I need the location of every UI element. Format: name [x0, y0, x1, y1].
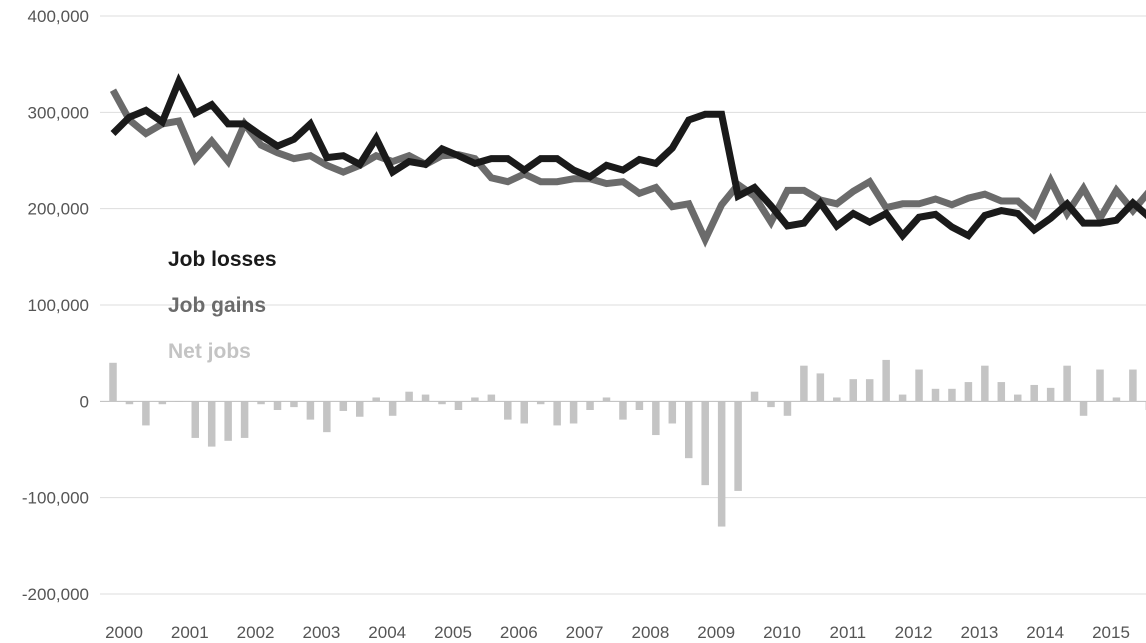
- x-tick-label: 2005: [434, 623, 472, 642]
- net-jobs-bar: [1079, 401, 1088, 416]
- net-jobs-bar: [142, 401, 150, 426]
- net-jobs-bar: [290, 401, 298, 408]
- x-tick-label: 2010: [763, 623, 801, 642]
- legend-label-job-losses: Job losses: [168, 248, 277, 271]
- net-jobs-bar: [767, 401, 775, 408]
- net-jobs-bar: [454, 401, 463, 411]
- y-tick-label: 400,000: [28, 7, 89, 26]
- net-jobs-bar: [471, 397, 479, 402]
- y-tick-label: -100,000: [22, 489, 89, 508]
- net-jobs-bar: [175, 401, 183, 402]
- y-tick-label: 300,000: [28, 103, 89, 122]
- net-jobs-bar: [652, 401, 660, 436]
- x-tick-label: 2007: [566, 623, 604, 642]
- net-jobs-bar: [339, 401, 348, 411]
- net-jobs-bar: [931, 388, 940, 402]
- net-jobs-bar: [619, 401, 627, 420]
- x-tick-label: 2001: [171, 623, 209, 642]
- x-tick-label: 2004: [368, 623, 406, 642]
- net-jobs-bar: [833, 397, 841, 402]
- legend-label-net-jobs: Net jobs: [168, 340, 251, 363]
- net-jobs-bars: [109, 359, 1146, 527]
- net-jobs-bar: [783, 401, 792, 416]
- net-jobs-bar: [240, 401, 249, 438]
- net-jobs-bar: [1046, 387, 1055, 402]
- net-jobs-bar: [536, 401, 545, 405]
- net-jobs-bar: [191, 401, 199, 438]
- x-tick-label: 2015: [1092, 623, 1130, 642]
- legend: Job losses Job gains Net jobs: [168, 248, 277, 363]
- net-jobs-bar: [405, 391, 413, 402]
- net-jobs-bar: [109, 362, 117, 402]
- net-jobs-bar: [1014, 394, 1022, 402]
- net-jobs-bar: [898, 394, 907, 402]
- net-jobs-bar: [323, 401, 331, 433]
- line-series: [109, 73, 1146, 248]
- net-jobs-bar: [487, 394, 496, 402]
- x-tick-label: 2013: [960, 623, 998, 642]
- net-jobs-bar: [602, 397, 611, 402]
- net-jobs-bar: [257, 401, 265, 405]
- net-jobs-bar: [635, 401, 644, 411]
- net-jobs-bar: [948, 388, 956, 402]
- x-axis-ticks: 2000 2001 2002 2003 2004 2005 2006 2007 2008 2009…: [105, 623, 1130, 642]
- net-jobs-bar: [553, 401, 561, 426]
- x-tick-label: 2002: [237, 623, 275, 642]
- net-jobs-bar: [668, 401, 677, 424]
- net-jobs-bar: [125, 401, 134, 405]
- x-tick-label: 2003: [302, 623, 340, 642]
- y-tick-label: -200,000: [22, 585, 89, 604]
- x-tick-label: 2009: [697, 623, 735, 642]
- x-tick-label: 2014: [1026, 623, 1064, 642]
- net-jobs-bar: [520, 401, 528, 424]
- net-jobs-bar: [981, 365, 989, 402]
- net-jobs-bar: [964, 382, 973, 402]
- x-tick-label: 2008: [631, 623, 669, 642]
- y-tick-label: 200,000: [28, 200, 89, 219]
- net-jobs-bar: [685, 401, 693, 459]
- net-jobs-bar: [372, 397, 380, 402]
- x-tick-label: 2006: [500, 623, 538, 642]
- job-gains-line: [109, 88, 1146, 248]
- net-jobs-bar: [306, 401, 315, 420]
- net-jobs-bar: [734, 401, 742, 491]
- net-jobs-bar: [569, 401, 578, 424]
- y-tick-label: 0: [80, 392, 89, 411]
- net-jobs-bar: [438, 401, 446, 405]
- net-jobs-bar: [750, 391, 759, 402]
- net-jobs-bar: [816, 373, 825, 402]
- net-jobs-bar: [1063, 365, 1071, 402]
- net-jobs-bar: [1129, 369, 1137, 402]
- net-jobs-bar: [207, 401, 216, 447]
- net-jobs-bar: [356, 401, 364, 417]
- net-jobs-bar: [1030, 384, 1038, 402]
- net-jobs-bar: [586, 401, 594, 411]
- net-jobs-bar: [273, 401, 282, 411]
- x-tick-label: 2011: [830, 623, 867, 642]
- net-jobs-bar: [849, 379, 857, 402]
- x-tick-label: 2012: [895, 623, 933, 642]
- net-jobs-bar: [224, 401, 232, 441]
- legend-label-job-gains: Job gains: [168, 294, 266, 317]
- net-jobs-bar: [717, 401, 726, 527]
- net-jobs-bar: [915, 369, 923, 402]
- net-jobs-bar: [504, 401, 512, 420]
- net-jobs-bar: [882, 359, 890, 402]
- net-jobs-bar: [865, 379, 874, 402]
- net-jobs-bar: [997, 382, 1006, 402]
- x-tick-label: 2000: [105, 623, 143, 642]
- y-tick-label: 100,000: [28, 296, 89, 315]
- net-jobs-bar: [388, 401, 397, 416]
- net-jobs-bar: [1096, 369, 1104, 402]
- net-jobs-bar: [158, 401, 167, 405]
- net-jobs-bar: [421, 394, 430, 402]
- net-jobs-bar: [1112, 397, 1121, 402]
- net-jobs-bar: [800, 365, 808, 402]
- job-losses-line: [110, 73, 1146, 242]
- y-axis-ticks: 400,000 300,000 200,000 100,000 0 -100,000 -20…: [22, 7, 89, 604]
- net-jobs-bar: [701, 401, 709, 486]
